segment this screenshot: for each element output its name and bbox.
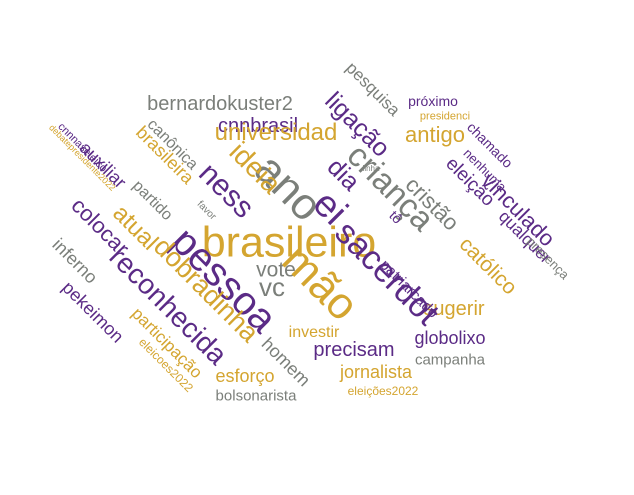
word-antigo: antigo (405, 122, 465, 147)
word-campanha: campanha (414, 351, 486, 369)
word-universidad: universidad (214, 119, 338, 146)
word-bolsonarista: bolsonarista (215, 387, 297, 405)
word-cnnbrasil: cnnbrasil (217, 115, 299, 137)
word-proximo: próximo (408, 93, 458, 109)
word-pekeimon: pekeimon (58, 277, 128, 347)
word-vc: vc (259, 272, 285, 302)
word-jornalista: jornalista (339, 362, 413, 382)
word-linha: linha (362, 164, 380, 173)
word-presidenci: presidenci (419, 110, 471, 123)
word-precisam: precisam (313, 339, 395, 361)
word-globolixo: globolixo (414, 328, 486, 348)
word-vote: vote (256, 258, 296, 282)
word-brasileiro: brasileiro (201, 218, 377, 267)
word-catolico: católico (454, 232, 522, 300)
word-investir: investir (288, 324, 340, 341)
word-bernardokuster2: bernardokuster2 (147, 93, 293, 115)
word-sugerir: sugerir (423, 298, 485, 320)
word-esforco: esforço (215, 366, 275, 386)
word-eleicoes2022: eleições2022 (347, 384, 419, 398)
